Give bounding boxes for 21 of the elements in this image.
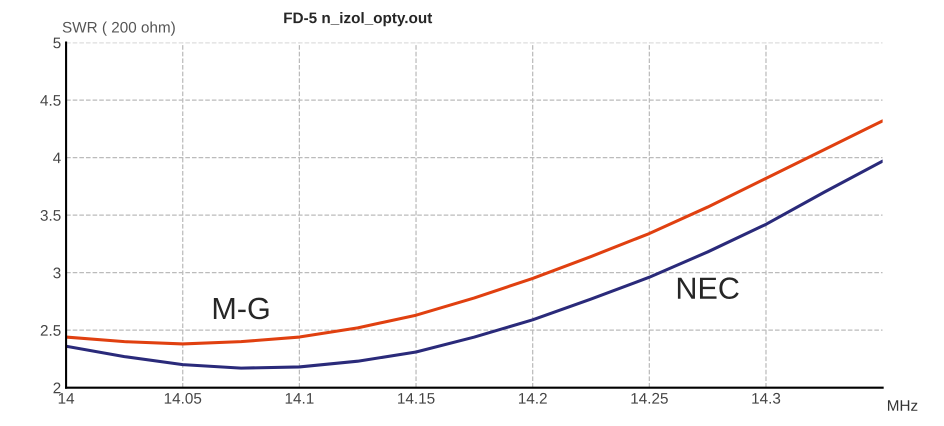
y-tick-label: 2.5	[40, 325, 61, 336]
x-tick-label: 14.2	[518, 392, 547, 404]
chart-title: FD-5 n_izol_opty.out	[284, 12, 432, 26]
line-series	[66, 160, 883, 370]
line-series	[66, 119, 883, 346]
x-tick-label: 14.1	[286, 393, 314, 404]
x-tick-label: 14.25	[631, 392, 668, 404]
y-tick-label: 4.5	[40, 95, 61, 106]
y-tick-label: 4	[53, 152, 61, 164]
y-tick-label: 5	[53, 38, 61, 48]
y-tick-label: 3	[53, 268, 61, 278]
series-label: NEC	[678, 277, 739, 300]
series-label: M-G	[214, 298, 268, 320]
y-tick-label: 2	[53, 382, 60, 394]
y-tick-label: 3.5	[40, 210, 61, 221]
x-tick-label: 14	[58, 393, 74, 404]
y-axis-title: SWR ( 200 ohm)	[62, 21, 175, 36]
x-axis-title: MHz	[888, 400, 918, 411]
x-tick-label: 14.3	[752, 392, 780, 404]
x-tick-label: 14.15	[398, 393, 435, 404]
x-tick-label: 14.05	[164, 392, 202, 404]
